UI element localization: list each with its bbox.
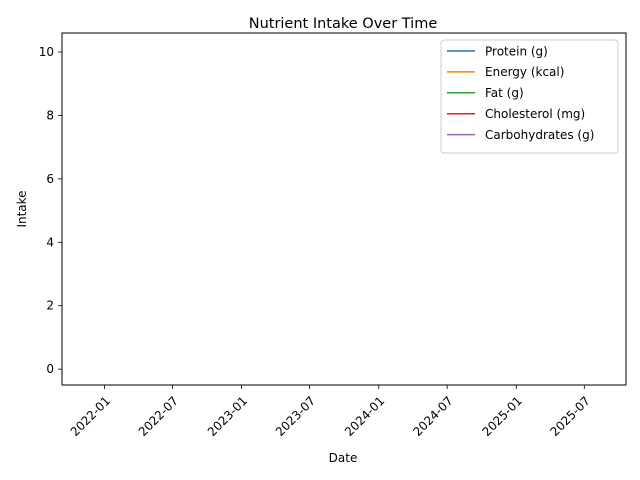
y-tick-label: 8 [46, 108, 54, 122]
y-tick-label: 2 [46, 299, 54, 313]
x-axis-label: Date [329, 451, 358, 465]
legend-label: Energy (kcal) [485, 65, 564, 79]
legend-frame [440, 39, 619, 154]
legend-label: Protein (g) [485, 44, 548, 58]
y-axis: 0 2 4 6 8 10 [39, 45, 62, 376]
legend-label: Cholesterol (mg) [485, 107, 585, 121]
legend: Protein (g) Energy (kcal) Fat (g) Cholester… [440, 39, 619, 154]
y-tick-label: 0 [46, 362, 54, 376]
y-tick-label: 4 [46, 235, 54, 249]
legend-label: Carbohydrates (g) [485, 128, 594, 142]
y-tick-label: 6 [46, 172, 54, 186]
chart-title: Nutrient Intake Over Time [249, 16, 438, 32]
legend-label: Fat (g) [485, 86, 524, 100]
y-axis-label: Intake [15, 190, 29, 227]
y-tick-label: 10 [39, 45, 54, 59]
